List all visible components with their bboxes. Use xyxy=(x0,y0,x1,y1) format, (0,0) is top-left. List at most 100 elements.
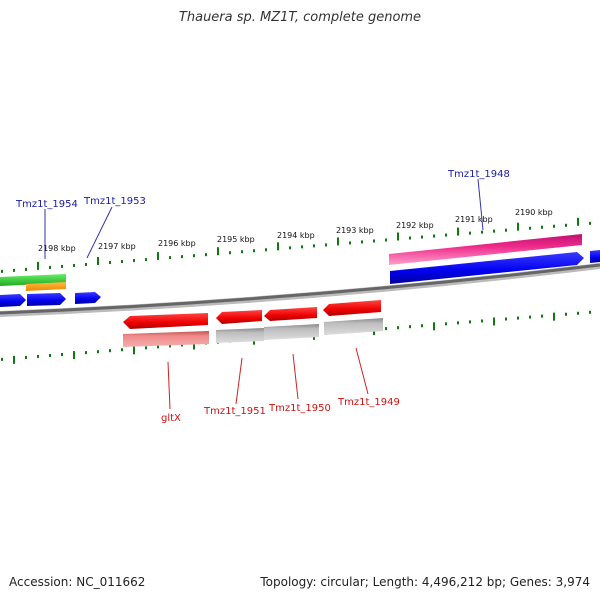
minor-tick xyxy=(13,268,15,272)
major-tick xyxy=(553,312,555,321)
minor-tick xyxy=(49,354,51,357)
minor-tick xyxy=(1,269,3,273)
major-tick xyxy=(217,247,219,256)
minor-tick xyxy=(589,310,591,314)
minor-tick xyxy=(553,224,555,228)
minor-tick xyxy=(109,349,111,353)
feature-gltx-light[interactable] xyxy=(123,331,209,347)
minor-tick xyxy=(181,255,183,259)
minor-tick xyxy=(349,241,351,245)
minor-tick xyxy=(445,233,447,237)
minor-tick xyxy=(121,260,123,264)
gene-tmz1t-1950[interactable] xyxy=(264,307,317,321)
scale-label-2194: 2194 kbp xyxy=(277,231,315,240)
genome-backbone xyxy=(0,263,600,317)
label-tmz1t-1950[interactable]: Tmz1t_1950 xyxy=(268,403,331,414)
minor-tick xyxy=(469,231,471,235)
minor-tick xyxy=(25,267,27,271)
minor-tick xyxy=(361,240,363,244)
scale-label-2197: 2197 kbp xyxy=(98,242,136,251)
minor-tick xyxy=(73,263,75,267)
minor-tick xyxy=(481,230,483,234)
minor-tick xyxy=(505,228,507,232)
minor-tick xyxy=(373,239,375,243)
label-leaders xyxy=(44,178,484,410)
minor-tick xyxy=(289,246,291,250)
minor-tick xyxy=(469,320,471,324)
label-tmz1t-1949[interactable]: Tmz1t_1949 xyxy=(337,397,400,408)
minor-tick xyxy=(529,226,531,230)
major-tick xyxy=(577,217,579,226)
gene-tmz1t-1949[interactable] xyxy=(323,300,381,316)
minor-tick xyxy=(409,325,411,329)
scale-label-2192: 2192 kbp xyxy=(396,221,434,230)
label-tmz1t-1951[interactable]: Tmz1t_1951 xyxy=(203,406,266,417)
minor-tick xyxy=(109,261,111,265)
minor-tick xyxy=(241,250,243,254)
minor-tick xyxy=(49,265,51,269)
minor-tick xyxy=(433,234,435,238)
minor-tick xyxy=(157,345,159,349)
minor-tick xyxy=(445,322,447,326)
gene-blue-right[interactable] xyxy=(590,250,600,263)
gene-tmz1t-1948[interactable] xyxy=(389,234,582,265)
major-tick xyxy=(397,232,399,241)
minor-tick xyxy=(169,256,171,260)
major-tick xyxy=(157,252,159,261)
minor-tick xyxy=(205,253,207,257)
genome-stats-text: Topology: circular; Length: 4,496,212 bp… xyxy=(260,575,590,589)
minor-tick xyxy=(85,262,87,266)
minor-tick xyxy=(25,355,27,359)
scale-label-2190: 2190 kbp xyxy=(515,208,553,217)
minor-tick xyxy=(457,321,459,325)
minor-tick xyxy=(577,311,579,315)
major-tick xyxy=(517,222,519,231)
label-gltx[interactable]: gltX xyxy=(161,413,181,424)
minor-tick xyxy=(541,225,543,229)
minor-tick xyxy=(385,327,387,331)
minor-tick xyxy=(325,243,327,247)
minor-tick xyxy=(37,354,39,358)
gene-blue-left-1[interactable] xyxy=(0,294,26,307)
gene-tmz1t-1953[interactable] xyxy=(26,282,66,291)
gene-tmz1t-1951[interactable] xyxy=(216,310,262,324)
feature-tmz1t-1949-gray[interactable] xyxy=(324,318,383,335)
outer-scale-ticks xyxy=(1,217,591,273)
gene-blue-left-2[interactable] xyxy=(27,293,66,306)
gene-blue-left-3[interactable] xyxy=(75,292,101,304)
minor-tick xyxy=(229,251,231,255)
minor-tick xyxy=(169,344,171,348)
accession-text: Accession: NC_011662 xyxy=(9,575,146,589)
minor-tick xyxy=(85,351,87,355)
label-tmz1t-1953[interactable]: Tmz1t_1953 xyxy=(83,196,146,207)
major-tick xyxy=(133,346,135,355)
label-tmz1t-1948[interactable]: Tmz1t_1948 xyxy=(447,169,510,180)
minor-tick xyxy=(481,319,483,323)
scale-label-2196: 2196 kbp xyxy=(158,239,196,248)
gene-gltx[interactable] xyxy=(123,313,208,329)
minor-tick xyxy=(493,229,495,233)
scale-label-2198: 2198 kbp xyxy=(38,244,76,253)
minor-tick xyxy=(133,259,135,263)
minor-tick xyxy=(529,315,531,319)
major-tick xyxy=(457,227,459,236)
major-tick xyxy=(37,261,39,270)
minor-tick xyxy=(193,254,195,258)
major-tick xyxy=(193,341,195,350)
label-tmz1t-1954[interactable]: Tmz1t_1954 xyxy=(15,199,78,210)
minor-tick xyxy=(565,223,567,227)
minor-tick xyxy=(61,264,63,268)
major-tick xyxy=(433,322,435,331)
minor-tick xyxy=(97,350,99,354)
minor-tick xyxy=(145,258,147,262)
minor-tick xyxy=(61,353,63,357)
major-tick xyxy=(493,317,495,326)
gene-blue-long[interactable] xyxy=(390,252,584,284)
feature-tmz1t-1950-gray[interactable] xyxy=(264,324,319,340)
minor-tick xyxy=(385,238,387,242)
minor-tick xyxy=(1,357,3,361)
feature-tmz1t-1951-gray[interactable] xyxy=(216,328,264,343)
minor-tick xyxy=(421,324,423,328)
major-tick xyxy=(337,237,339,246)
scale-labels: 2198 kbp 2197 kbp 2196 kbp 2195 kbp 2194… xyxy=(38,208,553,253)
